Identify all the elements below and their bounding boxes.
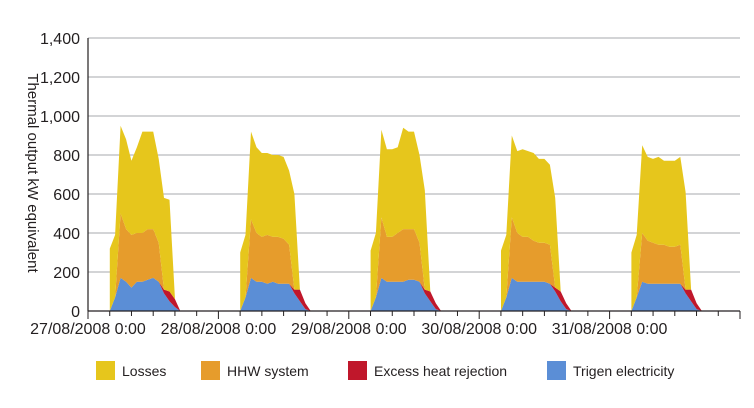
area-trigen-electricity-day-2 [240, 277, 327, 311]
x-tick-label: 27/08/2008 0:00 [30, 321, 146, 338]
area-trigen-electricity-day-5 [631, 281, 719, 311]
area-losses-day-3 [370, 127, 458, 311]
legend-swatch [201, 361, 220, 380]
legend-label: Trigen electricity [573, 363, 674, 379]
y-tick-label: 800 [53, 148, 80, 165]
y-tick-label: 600 [53, 187, 80, 204]
area-excess-heat-rejection-day-5 [631, 281, 719, 311]
area-trigen-electricity-day-1 [109, 277, 197, 311]
area-excess-heat-rejection-day-1 [109, 277, 197, 311]
x-tick-label: 31/08/2008 0:00 [552, 321, 668, 338]
area-hhw-system-day-5 [631, 233, 719, 311]
y-tick-label: 0 [71, 304, 80, 321]
legend-item: Trigen electricity [547, 361, 674, 380]
area-trigen-electricity-day-3 [370, 277, 458, 311]
x-tick-label: 28/08/2008 0:00 [161, 321, 277, 338]
legend-swatch [96, 361, 115, 380]
area-trigen-electricity-day-4 [501, 277, 588, 311]
legend-label: Losses [122, 363, 166, 379]
legend: Losses HHW system Excess heat rejection Tri… [96, 361, 674, 380]
area-hhw-system-day-4 [501, 217, 588, 311]
legend-swatch [348, 361, 367, 380]
area-hhw-system-day-1 [109, 213, 197, 311]
legend-label: Excess heat rejection [374, 363, 507, 379]
area-hhw-system-day-3 [370, 217, 458, 311]
legend-label: HHW system [227, 363, 309, 379]
y-tick-label: 200 [53, 265, 80, 282]
axes: 0 200 400 600 800 1,000 1,200 1,400 27/08/2008 0… [30, 31, 741, 338]
y-tick-label: 1,000 [40, 109, 80, 126]
x-tick-label: 29/08/2008 0:00 [291, 321, 407, 338]
plot-areas [109, 125, 719, 311]
area-losses-day-1 [109, 125, 197, 311]
y-tick-label: 1,200 [40, 70, 80, 87]
area-hhw-system-day-2 [240, 219, 327, 311]
area-losses-day-5 [631, 145, 719, 311]
legend-item: HHW system [201, 361, 309, 380]
y-tick-label: 400 [53, 226, 80, 243]
area-losses-day-2 [240, 131, 327, 311]
legend-item: Excess heat rejection [348, 361, 507, 380]
legend-swatch [547, 361, 566, 380]
y-tick-label: 1,400 [40, 31, 80, 48]
y-axis-label: Thermal output kW equivalent [24, 73, 41, 273]
x-tick-label: 30/08/2008 0:00 [421, 321, 537, 338]
area-losses-day-4 [501, 135, 588, 311]
legend-item: Losses [96, 361, 166, 380]
